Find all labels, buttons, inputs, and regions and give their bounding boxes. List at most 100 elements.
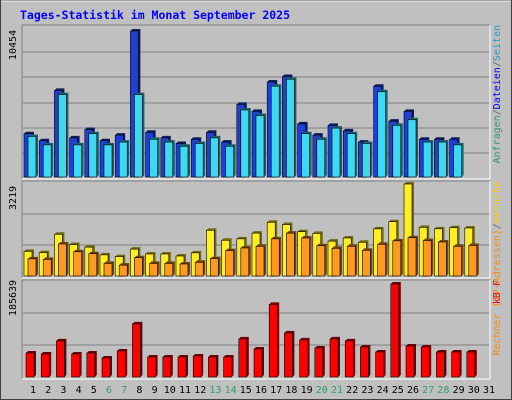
panel-middle: 3219 bbox=[8, 180, 491, 279]
bar-kb-f-9 bbox=[147, 356, 156, 378]
x-tick-label: 17 bbox=[270, 385, 282, 396]
x-tick-label: 12 bbox=[194, 385, 206, 396]
bar-rechner-ip-adressen--13 bbox=[210, 258, 219, 277]
x-tick-label: 9 bbox=[152, 385, 158, 396]
bar-rechner-ip-adressen--21 bbox=[331, 247, 341, 277]
bar-kb-f-23 bbox=[360, 346, 369, 378]
legend-part: / bbox=[492, 61, 503, 67]
bar-dateien-15 bbox=[240, 109, 250, 178]
x-tick-label: 21 bbox=[331, 385, 343, 396]
bar-rechner-ip-adressen--7 bbox=[118, 264, 128, 277]
bar-kb-f-7 bbox=[116, 350, 126, 378]
bar-rechner-ip-adressen--18 bbox=[286, 232, 295, 277]
bar-kb-f-4 bbox=[71, 353, 80, 378]
bar-rechner-ip-adressen--30 bbox=[468, 245, 478, 277]
legend-part: Rechner (IP-Adressen) bbox=[492, 229, 503, 355]
panel-max-label: 185639 bbox=[8, 280, 19, 316]
bar-rechner-ip-adressen--5 bbox=[88, 253, 98, 277]
x-tick-label: 2 bbox=[45, 385, 51, 396]
bar-rechner-ip-adressen--14 bbox=[225, 250, 234, 277]
x-tick-label: 27 bbox=[422, 385, 434, 396]
legend-part: Dateien bbox=[492, 67, 503, 109]
bar-dateien-19 bbox=[301, 133, 310, 178]
x-tick-label: 1 bbox=[30, 385, 36, 396]
bar-rechner-ip-adressen--26 bbox=[407, 237, 417, 277]
bar-kb-f-20 bbox=[314, 347, 324, 378]
bar-kb-f-29 bbox=[451, 351, 460, 378]
bar-dateien-1 bbox=[27, 136, 37, 178]
bar-rechner-ip-adressen--3 bbox=[58, 243, 67, 277]
x-tick-label: 4 bbox=[76, 385, 82, 396]
bar-rechner-ip-adressen--1 bbox=[27, 258, 37, 277]
x-tick-label: 26 bbox=[407, 385, 419, 396]
x-tick-label: 23 bbox=[361, 385, 373, 396]
panel-top: 10454 bbox=[8, 24, 491, 180]
bar-dateien-22 bbox=[346, 133, 356, 178]
x-tick-label: 15 bbox=[240, 385, 252, 396]
bar-rechner-ip-adressen--22 bbox=[346, 245, 356, 277]
legend-part: / bbox=[492, 109, 503, 115]
bar-rechner-ip-adressen--27 bbox=[422, 240, 432, 277]
bar-kb-f-1 bbox=[25, 352, 35, 378]
panel-max-label: 10454 bbox=[8, 30, 19, 60]
bar-rechner-ip-adressen--4 bbox=[73, 251, 82, 277]
x-tick-label: 11 bbox=[179, 385, 191, 396]
bar-dateien-21 bbox=[331, 127, 341, 178]
legend-part: Seiten bbox=[492, 25, 503, 61]
bar-rechner-ip-adressen--9 bbox=[149, 263, 158, 277]
bar-dateien-25 bbox=[392, 125, 402, 178]
x-tick-label: 28 bbox=[437, 385, 449, 396]
legend-top: Anfragen/Dateien/Seiten bbox=[492, 25, 503, 164]
x-axis-labels: 1 2 3 4 5 6 7 8 9 10 11 12 13 14 15 16 17 18 19 20 21 22 23 24 2… bbox=[30, 385, 495, 396]
bar-rechner-ip-adressen--19 bbox=[301, 237, 310, 277]
legend-part: Besuche bbox=[492, 181, 503, 223]
bar-dateien-5 bbox=[88, 133, 98, 178]
bar-kb-f-6 bbox=[101, 357, 111, 378]
bar-kb-f-19 bbox=[299, 339, 308, 378]
bar-rechner-ip-adressen--23 bbox=[362, 249, 371, 277]
bar-dateien-18 bbox=[286, 78, 295, 178]
legend-bottom: kB F bbox=[492, 280, 503, 304]
bar-dateien-12 bbox=[194, 143, 204, 178]
bar-dateien-26 bbox=[407, 119, 417, 178]
bar-dateien-24 bbox=[377, 91, 386, 178]
bar-dateien-13 bbox=[210, 137, 219, 178]
legend-part: Anfragen bbox=[492, 115, 503, 163]
bar-rechner-ip-adressen--25 bbox=[392, 240, 402, 277]
bar-kb-f-21 bbox=[329, 338, 339, 378]
bar-dateien-28 bbox=[438, 141, 447, 178]
x-tick-label: 14 bbox=[225, 385, 237, 396]
bar-kb-f-12 bbox=[192, 355, 202, 378]
bar-rechner-ip-adressen--15 bbox=[240, 247, 250, 277]
bar-rechner-ip-adressen--20 bbox=[316, 245, 326, 277]
bar-rechner-ip-adressen--10 bbox=[164, 263, 174, 277]
bar-kb-f-17 bbox=[268, 304, 278, 378]
x-tick-label: 10 bbox=[164, 385, 176, 396]
bar-dateien-20 bbox=[316, 138, 326, 178]
chart-title: Tages-Statistik im Monat September 2025 bbox=[20, 8, 290, 22]
bar-kb-f-24 bbox=[375, 351, 384, 378]
bar-dateien-16 bbox=[255, 115, 265, 178]
bar-rechner-ip-adressen--28 bbox=[438, 241, 447, 277]
x-tick-label: 5 bbox=[91, 385, 97, 396]
bar-dateien-11 bbox=[179, 145, 189, 178]
x-tick-label: 8 bbox=[136, 385, 142, 396]
bar-dateien-6 bbox=[103, 144, 113, 178]
bar-rechner-ip-adressen--6 bbox=[103, 263, 113, 277]
bar-dateien-27 bbox=[422, 141, 432, 178]
x-tick-label: 7 bbox=[121, 385, 127, 396]
bar-rechner-ip-adressen--2 bbox=[42, 259, 52, 277]
x-tick-label: 18 bbox=[285, 385, 297, 396]
bar-kb-f-3 bbox=[56, 340, 65, 378]
bar-kb-f-10 bbox=[162, 356, 172, 378]
bar-dateien-3 bbox=[58, 94, 67, 178]
chart-panels: 10454 3219 185639 bbox=[8, 24, 491, 380]
bar-dateien-29 bbox=[453, 144, 462, 178]
bar-rechner-ip-adressen--12 bbox=[194, 261, 204, 277]
bar-rechner-ip-adressen--29 bbox=[453, 245, 462, 277]
x-tick-label: 13 bbox=[209, 385, 221, 396]
x-tick-label: 3 bbox=[60, 385, 66, 396]
bar-rechner-ip-adressen--16 bbox=[255, 245, 265, 277]
